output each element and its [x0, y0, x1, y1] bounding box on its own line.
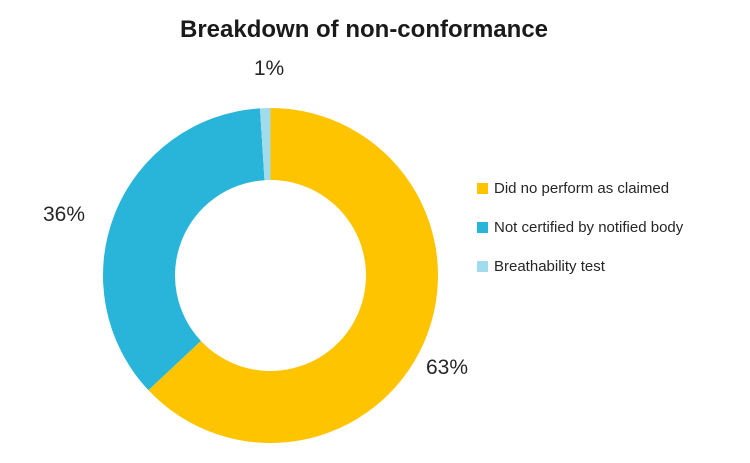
donut-slice-2	[103, 108, 265, 391]
data-label-did-not-perform: 63%	[425, 356, 469, 379]
data-label-not-certified: 36%	[42, 203, 86, 226]
legend-swatch-lightblue-icon	[477, 261, 488, 272]
legend-swatch-yellow-icon	[477, 183, 488, 194]
legend-label: Did no perform as claimed	[494, 180, 670, 197]
legend-item-not-certified: Not certified by notified body	[477, 220, 683, 235]
donut-slice-3	[259, 108, 271, 181]
legend-item-breathability: Breathability test	[477, 259, 683, 274]
chart-legend: Did no perform as claimed Not certified …	[477, 181, 683, 274]
legend-label: Breathability test	[494, 258, 605, 275]
data-label-breathability-test: 1%	[253, 57, 285, 80]
donut-slice-1	[148, 108, 439, 443]
chart-title: Breakdown of non-conformance	[179, 16, 549, 43]
legend-item-did-not-perform: Did no perform as claimed	[477, 181, 683, 196]
legend-swatch-teal-icon	[477, 222, 488, 233]
donut-slices	[103, 108, 439, 443]
legend-label: Not certified by notified body	[494, 219, 684, 236]
